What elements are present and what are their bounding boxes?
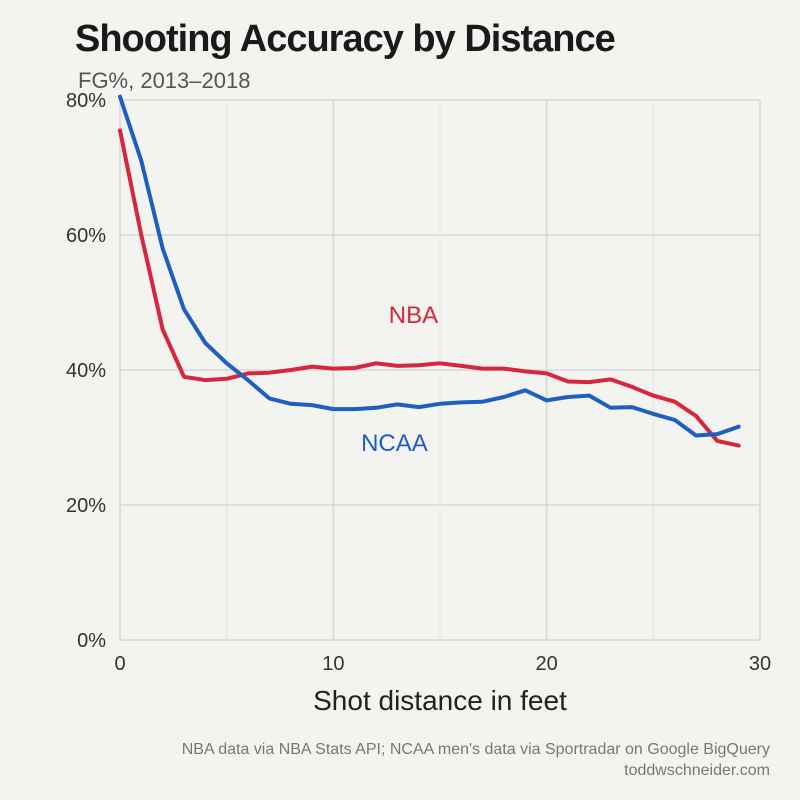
x-tick-label: 30: [749, 653, 771, 675]
credits-line-2: toddwschneider.com: [182, 760, 770, 782]
series-ncaa: [120, 97, 739, 436]
y-tick-label: 80%: [66, 90, 106, 112]
series-nba: [120, 130, 739, 445]
x-tick-label: 10: [322, 653, 344, 675]
x-tick-label: 0: [114, 653, 125, 675]
series-label-nba: NBA: [389, 302, 438, 329]
chart-credits: NBA data via NBA Stats API; NCAA men's d…: [182, 739, 770, 782]
x-axis-label: Shot distance in feet: [313, 685, 567, 716]
credits-line-1: NBA data via NBA Stats API; NCAA men's d…: [182, 739, 770, 761]
y-tick-label: 0%: [77, 630, 106, 652]
y-tick-label: 60%: [66, 225, 106, 247]
chart-canvas: 0% 20% 40% 60% 80% 0 10 20 30 NBA NCAA Shot dist…: [0, 0, 800, 800]
y-tick-label: 40%: [66, 360, 106, 382]
series-label-ncaa: NCAA: [361, 430, 428, 457]
y-tick-label: 20%: [66, 495, 106, 517]
x-tick-label: 20: [536, 653, 558, 675]
